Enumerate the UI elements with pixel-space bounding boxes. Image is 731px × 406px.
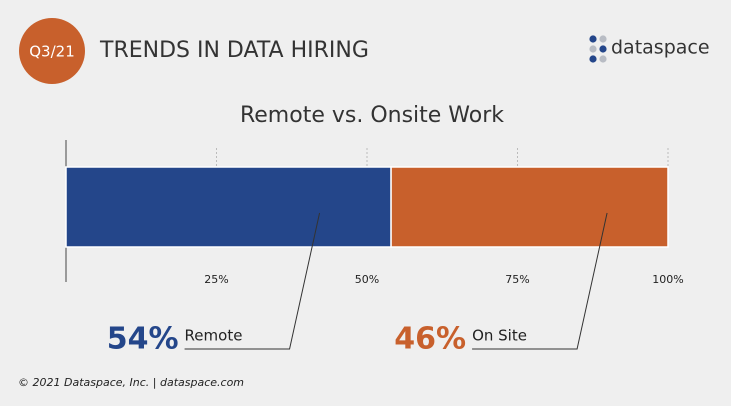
bar-segment bbox=[65, 166, 392, 248]
leader-line bbox=[472, 212, 608, 350]
x-tick-label: 25% bbox=[204, 273, 228, 286]
value-label: 54% bbox=[107, 322, 179, 357]
legend-label: Remote bbox=[185, 327, 243, 345]
logo-dots bbox=[589, 35, 607, 63]
x-tick-label: 100% bbox=[652, 273, 683, 286]
chart-title: Remote vs. Onsite Work bbox=[240, 103, 504, 128]
page-title: TRENDS IN DATA HIRING bbox=[99, 38, 369, 63]
leader-line bbox=[184, 212, 321, 350]
badge-text: Q3/21 bbox=[29, 43, 75, 61]
badge-circle bbox=[19, 18, 85, 84]
legend-label: On Site bbox=[472, 327, 527, 345]
footer: © 2021 Dataspace, Inc. | dataspace.com bbox=[18, 376, 244, 389]
bar-segment bbox=[390, 166, 669, 248]
x-tick-label: 50% bbox=[355, 273, 379, 286]
x-tick-label: 75% bbox=[505, 273, 529, 286]
value-label: 46% bbox=[394, 322, 466, 357]
logo-text: dataspace bbox=[611, 37, 710, 59]
